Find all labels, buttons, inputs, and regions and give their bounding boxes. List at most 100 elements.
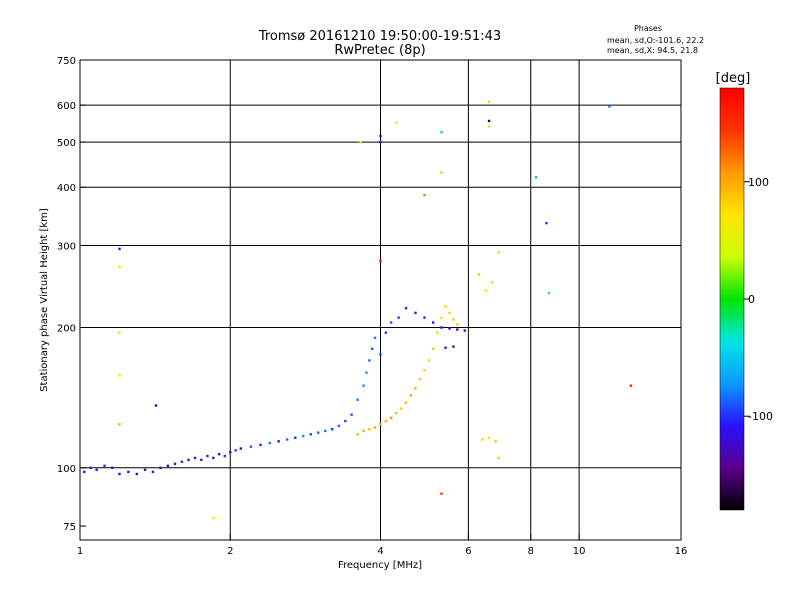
- data-point: [330, 428, 334, 431]
- y-tick-label: 600: [57, 101, 76, 112]
- data-point: [534, 176, 538, 179]
- data-point: [118, 374, 121, 377]
- data-point: [371, 347, 374, 351]
- data-point: [389, 416, 393, 420]
- x-tick-label: 10: [573, 546, 586, 557]
- data-point: [427, 359, 431, 362]
- stats-line-o: mean, sd,O:-101.6, 22.2: [607, 36, 704, 45]
- data-point: [83, 470, 86, 474]
- x-tick-label: 2: [227, 546, 233, 557]
- data-point: [103, 464, 106, 467]
- data-point: [444, 305, 447, 308]
- data-point: [414, 311, 417, 315]
- data-point: [234, 449, 237, 452]
- data-point: [277, 440, 280, 443]
- data-point: [223, 454, 226, 458]
- data-point: [193, 456, 197, 460]
- data-point: [463, 329, 466, 332]
- data-point: [337, 424, 341, 428]
- grid-lines: [80, 60, 681, 540]
- y-axis-ticks: 75 100 200 300 400 500 600 750: [57, 56, 86, 533]
- chart-title: Tromsø 20161210 19:50:00-19:51:43: [258, 29, 501, 44]
- data-point: [379, 259, 382, 263]
- data-point: [151, 470, 155, 474]
- data-point: [379, 423, 382, 426]
- y-tick-label: 300: [57, 241, 76, 252]
- data-point: [487, 119, 491, 123]
- data-point: [118, 265, 121, 268]
- data-point: [436, 331, 439, 334]
- data-point: [440, 316, 443, 319]
- data-point: [259, 443, 262, 447]
- stats-heading: Phases: [634, 24, 662, 33]
- data-point: [368, 428, 371, 431]
- data-point: [384, 331, 388, 334]
- x-tick-label: 16: [675, 546, 688, 557]
- data-point: [399, 407, 403, 410]
- data-point: [118, 423, 121, 426]
- data-point: [118, 247, 121, 251]
- data-point: [477, 273, 481, 276]
- data-point: [448, 327, 451, 330]
- y-tick-label: 500: [57, 138, 76, 149]
- data-point: [324, 429, 327, 433]
- data-point: [389, 321, 393, 324]
- y-tick-label: 100: [57, 464, 76, 475]
- x-tick-label: 6: [465, 546, 471, 557]
- stats-line-x: mean, sd,X: 94.5, 21.8: [607, 46, 698, 55]
- data-point: [316, 431, 320, 434]
- data-point: [166, 464, 170, 467]
- data-point: [89, 466, 92, 470]
- data-point: [118, 472, 121, 476]
- colorbar: [719, 87, 745, 511]
- data-point: [414, 387, 417, 390]
- data-point: [629, 384, 633, 387]
- data-point: [431, 347, 435, 351]
- chart-subtitle: RwPretec (8p): [334, 43, 425, 58]
- data-point: [409, 394, 412, 397]
- data-point: [456, 323, 459, 326]
- data-point: [217, 452, 221, 456]
- data-point: [344, 419, 347, 423]
- data-point: [418, 377, 422, 381]
- x-tick-label: 1: [77, 546, 83, 557]
- x-tick-label: 4: [377, 546, 383, 557]
- data-point: [212, 456, 215, 460]
- y-axis-label: Stationary phase Virtual Height [km]: [39, 208, 50, 392]
- data-point: [309, 433, 312, 436]
- data-point: [423, 368, 426, 372]
- x-tick-label: 8: [528, 546, 534, 557]
- data-point: [404, 307, 408, 310]
- data-point: [452, 318, 455, 321]
- data-point: [154, 404, 158, 407]
- data-point: [301, 434, 305, 438]
- data-point: [397, 316, 400, 319]
- data-point: [456, 328, 459, 331]
- data-point: [423, 316, 426, 319]
- data-point: [180, 460, 184, 464]
- data-point: [159, 466, 162, 470]
- data-point: [394, 121, 398, 124]
- data-point: [350, 413, 353, 416]
- data-point: [362, 384, 365, 387]
- data-point: [359, 140, 362, 144]
- y-tick-label: 400: [57, 183, 76, 194]
- data-point: [384, 419, 388, 423]
- data-point: [379, 134, 382, 138]
- data-point: [200, 458, 203, 462]
- data-point: [373, 336, 377, 340]
- data-point: [440, 130, 443, 134]
- data-point: [206, 454, 209, 458]
- data-point: [494, 440, 497, 443]
- data-point: [448, 311, 451, 315]
- data-point: [95, 468, 98, 472]
- data-point: [444, 346, 447, 349]
- data-point: [127, 470, 130, 474]
- data-point: [135, 472, 139, 476]
- data-points: [83, 100, 633, 520]
- data-point: [487, 436, 491, 439]
- data-point: [362, 429, 365, 433]
- data-point: [249, 445, 253, 448]
- data-point: [143, 468, 147, 472]
